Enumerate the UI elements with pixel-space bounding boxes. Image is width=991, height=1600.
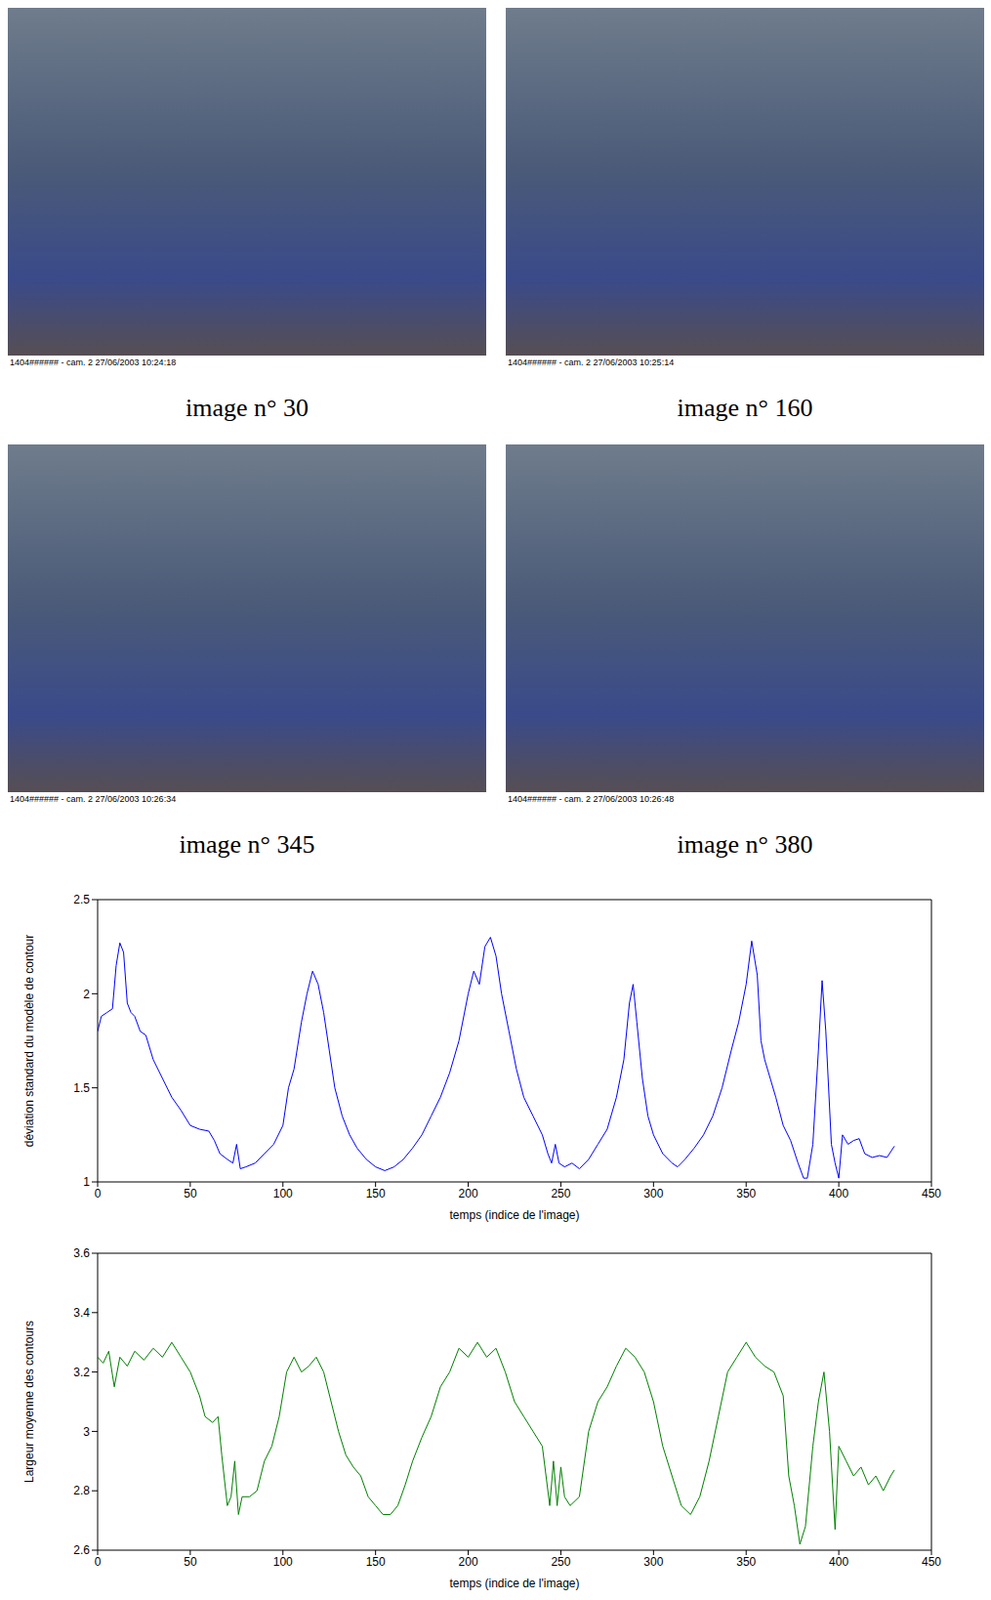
svg-text:2: 2	[82, 987, 90, 1001]
svg-text:50: 50	[183, 1186, 198, 1200]
svg-text:3.4: 3.4	[73, 1305, 90, 1320]
html-text:image n° 30: image n° 30	[185, 393, 309, 422]
svg-text:150: 150	[366, 1554, 386, 1569]
svg-text:450: 450	[921, 1186, 942, 1200]
html-text:1404###### - cam. 2 27/06/2003: 1404###### - cam. 2 27/06/2003 10:26:34	[9, 793, 176, 804]
svg-text:0: 0	[94, 1186, 102, 1200]
svg-text:450: 450	[921, 1554, 942, 1569]
svg-text:250: 250	[550, 1186, 571, 1200]
svg-text:2.5: 2.5	[73, 892, 90, 907]
svg-text:0: 0	[94, 1554, 102, 1569]
svg-text:300: 300	[643, 1554, 663, 1569]
svg-text:2.8: 2.8	[73, 1483, 90, 1497]
svg-text:temps (indice de l'image): temps (indice de l'image)	[449, 1207, 579, 1222]
svg-text:150: 150	[366, 1186, 386, 1200]
svg-text:Largeur moyenne des contours: Largeur moyenne des contours	[22, 1320, 37, 1483]
svg-text:1: 1	[82, 1174, 90, 1189]
svg-text:3.2: 3.2	[73, 1364, 90, 1379]
svg-text:400: 400	[828, 1186, 849, 1200]
svg-text:350: 350	[736, 1554, 756, 1569]
html-text:image n° 160: image n° 160	[677, 393, 813, 422]
html-text:1404###### - cam. 2 27/06/2003: 1404###### - cam. 2 27/06/2003 10:26:48	[507, 793, 674, 804]
svg-text:2.6: 2.6	[73, 1542, 90, 1557]
svg-text:400: 400	[828, 1554, 849, 1569]
svg-text:100: 100	[273, 1186, 293, 1200]
svg-text:50: 50	[183, 1554, 198, 1569]
svg-text:200: 200	[458, 1554, 479, 1569]
html-text:1404###### - cam. 2 27/06/2003: 1404###### - cam. 2 27/06/2003 10:24:18	[9, 357, 176, 368]
svg-text:100: 100	[273, 1554, 293, 1569]
html-text:image n° 380: image n° 380	[677, 829, 813, 859]
svg-text:350: 350	[736, 1186, 756, 1200]
svg-text:temps (indice de l'image): temps (indice de l'image)	[449, 1575, 579, 1590]
html-text:1404###### - cam. 2 27/06/2003: 1404###### - cam. 2 27/06/2003 10:25:14	[507, 357, 674, 368]
svg-text:250: 250	[550, 1554, 571, 1569]
html-text:image n° 345: image n° 345	[179, 829, 315, 859]
svg-text:3.6: 3.6	[73, 1245, 90, 1260]
svg-text:200: 200	[458, 1186, 479, 1200]
svg-text:3: 3	[82, 1424, 90, 1439]
svg-text:déviation standard du modèle d: déviation standard du modèle de contour	[22, 934, 37, 1147]
svg-text:300: 300	[643, 1186, 663, 1200]
svg-text:1.5: 1.5	[73, 1080, 90, 1095]
